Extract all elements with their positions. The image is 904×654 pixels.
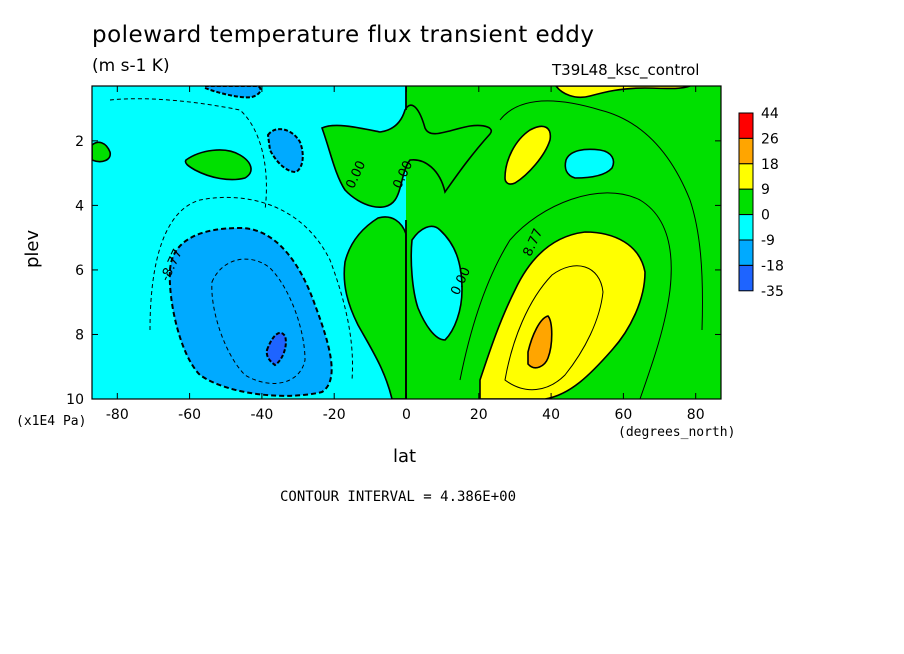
y-axis: 2 4 6 8 10	[66, 134, 721, 408]
field-region-green-west	[92, 141, 112, 163]
chart-title: poleward temperature flux transient eddy	[92, 22, 595, 48]
colorbar-swatch	[738, 112, 754, 139]
x-axis-label: lat	[393, 446, 417, 467]
colorbar-label: 44	[761, 106, 779, 122]
contour-line-nh-inner	[504, 265, 604, 391]
field-region-green-equator-upper	[320, 104, 492, 208]
colorbar: 44 26 18 9 0 -9 -18 -35	[738, 106, 784, 300]
field-region-top-blue	[204, 86, 262, 99]
contour-line-sh-outer	[149, 196, 353, 381]
y-axis-units: (x1E4 Pa)	[16, 414, 87, 429]
contour-line-sh-inner	[211, 258, 306, 384]
colorbar-label: 0	[761, 208, 770, 224]
x-tick-label: 0	[402, 407, 411, 423]
colorbar-swatch	[738, 163, 754, 190]
field-region-nh-cyan	[564, 148, 615, 179]
colorbar-swatch	[738, 137, 754, 165]
colorbar-label: -18	[761, 258, 784, 274]
y-tick-label: 10	[66, 392, 84, 408]
field-region-sh-low	[168, 226, 333, 397]
colorbar-label: 26	[761, 131, 779, 147]
x-tick-label: 60	[614, 407, 632, 423]
y-tick-label: 2	[75, 134, 84, 150]
x-axis: -80 -60 -40 -20 0 20 40 60 80	[106, 86, 705, 423]
colorbar-swatch	[738, 214, 754, 241]
contour-line-sh-upper	[109, 98, 267, 211]
run-name: T39L48_ksc_control	[552, 61, 700, 79]
colorbar-label: -9	[761, 233, 775, 249]
field-region-cyan-north	[410, 225, 463, 341]
field-region-nh-top	[554, 86, 691, 99]
x-tick-label: -60	[178, 407, 201, 423]
x-tick-label: -80	[106, 407, 129, 423]
field-region-nh-yellow-upper	[504, 125, 552, 185]
x-tick-label: 20	[470, 407, 488, 423]
field-region-upper-blue	[266, 128, 304, 174]
field-region-nh-yellow	[479, 231, 646, 399]
colorbar-label: 18	[761, 157, 779, 173]
x-tick-label: -20	[323, 407, 346, 423]
field-region-green-sh	[184, 149, 252, 181]
chart-units: (m s-1 K)	[92, 56, 170, 76]
y-tick-label: 8	[75, 327, 84, 343]
y-tick-label: 6	[75, 263, 84, 279]
field-region-sh-core	[265, 331, 287, 367]
x-axis-units: (degrees_north)	[618, 425, 736, 440]
x-tick-label: 40	[542, 407, 560, 423]
contour-line-nh-upper	[499, 100, 703, 331]
x-tick-label: -40	[250, 407, 273, 423]
colorbar-swatch	[738, 188, 754, 216]
x-tick-label: 80	[687, 407, 705, 423]
field-region-nh-orange	[527, 315, 553, 369]
y-tick-label: 4	[75, 198, 84, 214]
colorbar-swatch	[738, 264, 754, 292]
colorbar-label: -35	[761, 284, 784, 300]
colorbar-swatch	[738, 239, 754, 266]
colorbar-label: 9	[761, 182, 770, 198]
contour-interval: CONTOUR INTERVAL = 4.386E+00	[280, 489, 517, 505]
contour-line-nh-outer	[459, 192, 672, 399]
